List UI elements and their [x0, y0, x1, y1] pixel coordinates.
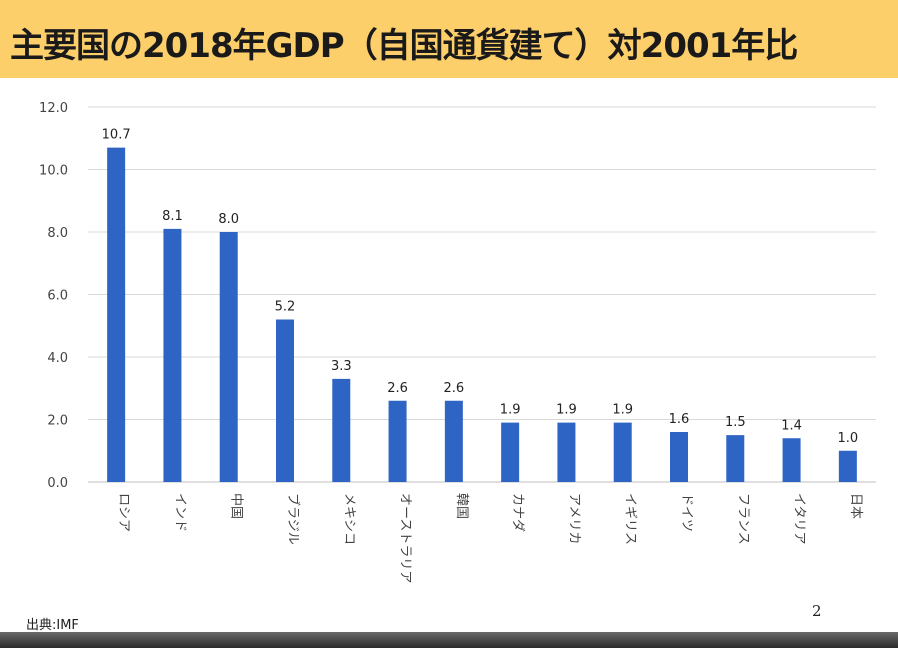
x-tick-label: ドイツ [679, 493, 694, 532]
data-label: 3.3 [331, 359, 352, 374]
slide-title: 主要国の2018年GDP（自国通貨建て）対2001年比 [10, 26, 798, 66]
bar [332, 378, 351, 482]
bar-chart: 0.0 2.0 4.0 6.0 8.0 10.0 12.0 10.7 ロシア 8.1 インド 8.0 中… [39, 101, 876, 583]
data-label: 2.6 [444, 381, 465, 396]
bar [163, 228, 182, 482]
data-label: 1.9 [612, 403, 633, 418]
source-note: 出典:IMF [26, 618, 79, 633]
data-label: 1.0 [838, 431, 859, 446]
x-tick-label: 中国 [229, 493, 244, 519]
x-tick-label: アメリカ [566, 493, 581, 544]
x-tick-label: インド [172, 493, 187, 532]
bar [276, 319, 294, 482]
bar [107, 147, 126, 482]
bar [782, 438, 801, 482]
data-label: 1.6 [669, 412, 690, 427]
data-label: 10.7 [102, 128, 131, 143]
y-tick-label: 10.0 [39, 164, 68, 179]
bar [501, 422, 520, 482]
y-tick-label: 4.0 [47, 351, 68, 366]
y-tick-label: 2.0 [47, 414, 68, 429]
data-label: 1.5 [725, 415, 746, 430]
bar [388, 400, 407, 482]
x-tick-label: メキシコ [341, 493, 356, 545]
x-tick-label: フランス [735, 493, 750, 545]
data-label: 5.2 [275, 300, 296, 315]
bar [838, 450, 857, 482]
bottom-bar [0, 632, 898, 648]
x-tick-label: 韓国 [454, 493, 469, 519]
y-tick-label: 8.0 [47, 226, 68, 241]
data-label: 1.9 [556, 403, 577, 418]
bar [219, 232, 238, 482]
data-label: 1.9 [500, 403, 521, 418]
data-label: 8.1 [162, 209, 183, 224]
page-number: 2 [812, 602, 822, 620]
y-tick-label: 12.0 [39, 101, 68, 116]
x-tick-label: オーストラリア [398, 493, 413, 583]
bar [670, 432, 688, 482]
x-tick-label: 日本 [848, 493, 863, 519]
x-tick-label: イタリア [792, 493, 807, 544]
bar [726, 435, 745, 482]
data-label: 2.6 [387, 381, 408, 396]
bar [444, 400, 463, 482]
data-label: 8.0 [218, 212, 239, 227]
y-tick-label: 6.0 [47, 289, 68, 304]
y-tick-label: 0.0 [47, 476, 68, 491]
bar [557, 422, 576, 482]
data-label: 1.4 [781, 418, 802, 433]
x-tick-label: イギリス [623, 493, 638, 545]
x-tick-label: カナダ [510, 493, 525, 532]
x-tick-label: ブラジル [285, 493, 301, 545]
x-tick-label: ロシア [116, 493, 131, 532]
bar [613, 422, 632, 482]
title-bar: 主要国の2018年GDP（自国通貨建て）対2001年比 [0, 0, 898, 78]
